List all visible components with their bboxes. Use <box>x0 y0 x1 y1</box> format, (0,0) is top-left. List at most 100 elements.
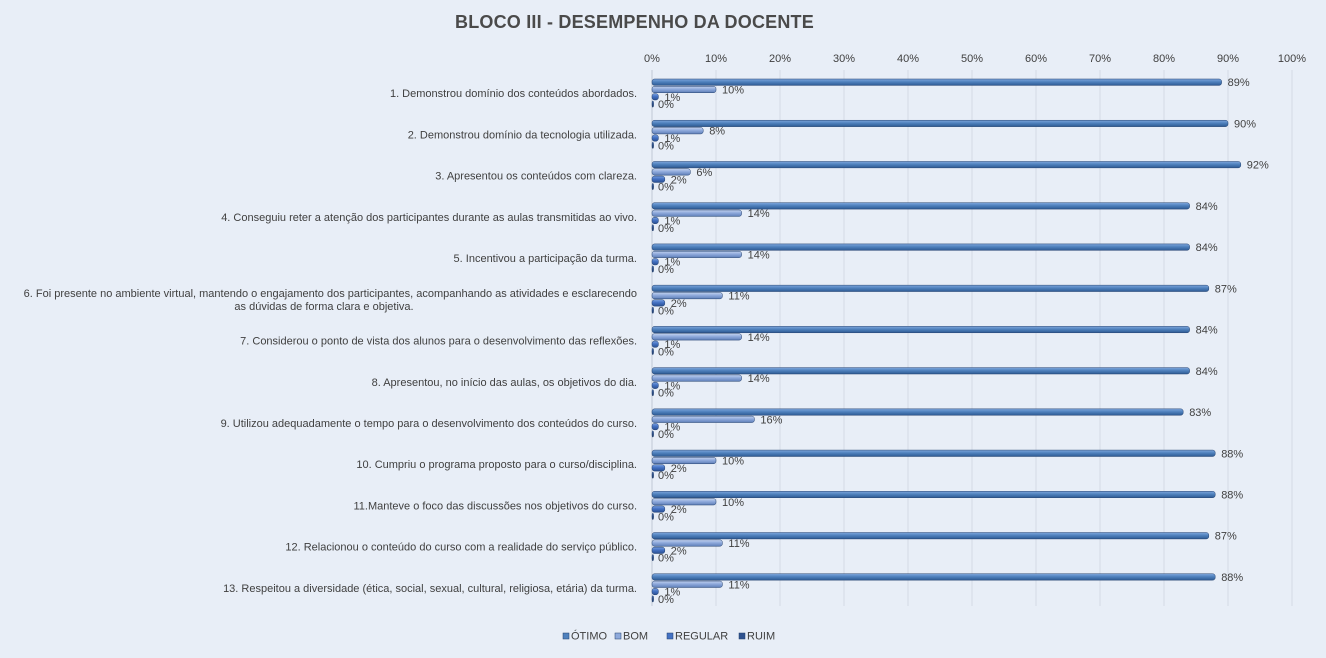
data-label: 0% <box>658 511 674 523</box>
bar-regular <box>651 464 666 472</box>
legend-swatch <box>562 632 570 640</box>
x-tick-label: 10% <box>705 53 727 65</box>
legend-label: BOM <box>623 631 648 643</box>
data-label: 84% <box>1196 201 1218 213</box>
bar-ótimo <box>651 161 1242 169</box>
data-label: 14% <box>748 373 770 385</box>
bar-regular <box>651 217 659 224</box>
data-label: 1% <box>664 380 680 392</box>
bars <box>651 78 1242 603</box>
data-label: 90% <box>1234 118 1256 130</box>
data-label: 0% <box>658 99 674 111</box>
x-tick-label: 60% <box>1025 53 1047 65</box>
data-label: 0% <box>658 429 674 441</box>
bar-ótimo <box>651 119 1229 127</box>
bar-bom <box>651 333 742 341</box>
data-labels: 89%10%1%0%90%8%1%0%92%6%2%0%84%14%1%0%84… <box>658 77 1269 606</box>
data-label: 1% <box>664 215 680 227</box>
bar-bom <box>651 209 742 217</box>
legend-label: RUIM <box>747 631 775 643</box>
data-label: 2% <box>671 298 687 310</box>
category-label: 1. Demonstrou domínio dos conteúdos abor… <box>390 88 637 100</box>
bar-ruim <box>651 306 654 314</box>
legend-swatch <box>666 632 674 640</box>
data-label: 1% <box>664 587 680 599</box>
data-label: 87% <box>1215 531 1237 543</box>
data-label: 1% <box>664 422 680 434</box>
data-label: 0% <box>658 553 674 565</box>
bar-ótimo <box>651 284 1210 292</box>
data-label: 14% <box>748 332 770 344</box>
x-tick-label: 40% <box>897 53 919 65</box>
bar-regular <box>651 505 666 513</box>
x-tick-label: 20% <box>769 53 791 65</box>
bar-ruim <box>651 430 654 438</box>
category-label: 6. Foi presente no ambiente virtual, man… <box>24 288 637 300</box>
data-label: 0% <box>658 594 674 606</box>
bar-bom <box>651 86 717 93</box>
bar-ruim <box>651 100 654 108</box>
legend-label: REGULAR <box>675 631 728 643</box>
category-label: 5. Incentivou a participação da turma. <box>454 253 637 265</box>
x-tick-label: 30% <box>833 53 855 65</box>
legend-label: ÓTIMO <box>571 630 607 643</box>
bar-ruim <box>651 141 654 149</box>
data-label: 88% <box>1221 490 1243 502</box>
data-label: 14% <box>748 208 770 220</box>
bar-ótimo <box>651 243 1190 251</box>
bar-regular <box>651 340 659 348</box>
data-label: 14% <box>748 249 770 261</box>
bar-bom <box>651 415 755 423</box>
data-label: 1% <box>664 133 680 145</box>
data-label: 2% <box>671 504 687 516</box>
bar-ruim <box>651 554 654 562</box>
data-label: 6% <box>696 167 712 179</box>
bar-regular <box>651 175 666 183</box>
bar-ruim <box>651 512 654 520</box>
data-label: 0% <box>658 388 674 400</box>
bar-bom <box>651 292 723 300</box>
data-label: 0% <box>658 305 674 317</box>
bar-ótimo <box>651 202 1190 210</box>
bar-ruim <box>651 265 654 273</box>
data-label: 0% <box>658 264 674 276</box>
category-label: 13. Respeitou a diversidade (ética, soci… <box>223 583 637 595</box>
data-label: 2% <box>671 463 687 475</box>
bar-regular <box>651 423 659 431</box>
bar-ótimo <box>651 491 1216 498</box>
bar-ótimo <box>651 449 1216 457</box>
bar-ótimo <box>651 326 1190 334</box>
category-label: as dúvidas de forma clara e objetiva. <box>234 301 413 313</box>
x-tick-label: 0% <box>644 53 660 65</box>
bar-ótimo <box>651 408 1184 416</box>
data-label: 1% <box>664 339 680 351</box>
data-label: 11% <box>728 538 749 550</box>
bar-ruim <box>651 224 654 232</box>
data-label: 11% <box>728 291 749 303</box>
data-label: 0% <box>658 470 674 482</box>
data-label: 11% <box>728 579 749 591</box>
category-label: 2. Demonstrou domínio da tecnologia util… <box>408 129 637 141</box>
bar-bom <box>651 168 691 176</box>
bar-bom <box>651 457 717 465</box>
data-label: 1% <box>664 257 680 269</box>
data-label: 84% <box>1196 366 1218 378</box>
bar-bom <box>651 374 742 382</box>
legend: ÓTIMO BOM REGULAR RUIM <box>562 630 775 643</box>
bar-regular <box>651 93 659 101</box>
bar-ruim <box>651 471 654 479</box>
bar-regular <box>651 588 659 596</box>
bar-ótimo <box>651 532 1210 540</box>
bar-ótimo <box>651 573 1216 581</box>
data-label: 0% <box>658 223 674 235</box>
data-label: 84% <box>1196 325 1218 337</box>
bar-ótimo <box>651 367 1190 375</box>
bar-regular <box>651 299 666 307</box>
data-label: 92% <box>1247 160 1269 172</box>
category-labels: 1. Demonstrou domínio dos conteúdos abor… <box>24 88 637 595</box>
bar-bom <box>651 498 717 506</box>
legend-swatch <box>614 632 622 640</box>
bar-bom <box>651 250 742 258</box>
category-label: 7. Considerou o ponto de vista dos aluno… <box>240 336 637 348</box>
bar-bom <box>651 539 723 547</box>
